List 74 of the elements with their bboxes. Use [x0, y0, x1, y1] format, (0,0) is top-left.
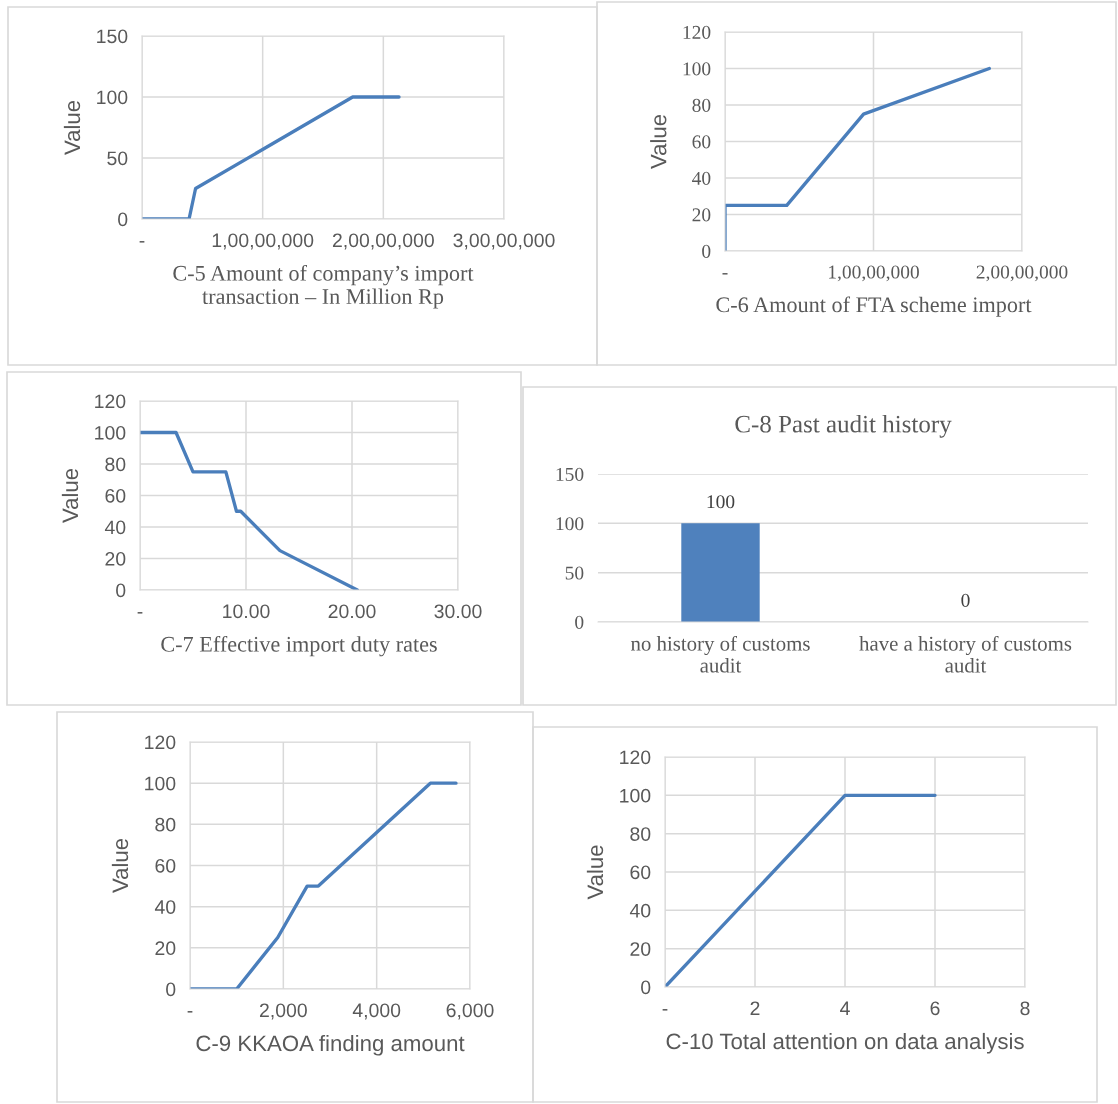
y-tick-label: 60 — [155, 858, 176, 873]
y-axis-title: Value — [61, 468, 79, 523]
y-tick-label: 40 — [104, 520, 126, 535]
x-axis-title: C-10 Total attention on data analysis — [666, 1032, 1024, 1054]
x-tick-label: have a history of customs audit — [859, 635, 1072, 673]
y-tick-label: 80 — [155, 817, 176, 832]
y-tick-label: 120 — [683, 25, 711, 39]
chart-title: C-8 Past audit history — [735, 414, 952, 438]
y-axis-title: Value — [111, 838, 129, 893]
x-tick-label: 6,000 — [446, 1003, 494, 1020]
data-label: 0 — [961, 593, 970, 607]
x-tick-label: 2,00,00,000 — [976, 265, 1068, 282]
x-tick-label: 3,00,00,000 — [453, 233, 555, 250]
x-axis-title: C-7 Effective import duty rates — [161, 635, 437, 657]
y-tick-label: 100 — [556, 517, 584, 531]
x-tick-label: - — [722, 273, 728, 275]
x-tick-label: 8 — [1020, 1001, 1030, 1016]
y-tick-label: 80 — [630, 827, 651, 841]
y-tick-label: 50 — [107, 151, 128, 166]
x-tick-label: 4 — [840, 1001, 850, 1015]
y-tick-label: 40 — [629, 903, 651, 918]
y-tick-label: 0 — [118, 212, 128, 227]
x-tick-label: 4,000 — [352, 1003, 401, 1020]
y-tick-label: 100 — [145, 776, 176, 791]
y-tick-label: 80 — [692, 98, 711, 112]
y-tick-label: 150 — [556, 467, 584, 481]
y-tick-label: 20 — [692, 208, 711, 222]
x-tick-label: 30.00 — [434, 604, 482, 619]
x-tick-label: 2,00,00,000 — [332, 233, 434, 250]
x-tick-label: - — [662, 1009, 668, 1011]
y-tick-label: 80 — [105, 457, 126, 472]
y-tick-label: 0 — [116, 583, 126, 598]
x-tick-label: 1,00,00,000 — [212, 233, 314, 250]
y-axis-title: Value — [63, 100, 81, 155]
y-tick-label: 0 — [641, 980, 651, 995]
x-tick-label: 1,00,00,000 — [829, 265, 919, 282]
y-tick-label: 20 — [630, 942, 651, 956]
y-tick-label: 120 — [145, 735, 176, 750]
x-tick-label: - — [139, 241, 145, 243]
y-tick-label: 120 — [95, 394, 126, 409]
y-tick-label: 50 — [565, 566, 584, 580]
y-tick-label: 150 — [97, 29, 128, 44]
data-label: 100 — [707, 495, 735, 509]
y-tick-label: 60 — [105, 488, 126, 503]
x-tick-label: 6 — [930, 1001, 940, 1016]
y-tick-label: 100 — [683, 62, 711, 76]
x-tick-label: 20.00 — [328, 604, 376, 619]
x-tick-label: 2,000 — [259, 1003, 307, 1020]
y-tick-label: 0 — [702, 244, 711, 258]
y-tick-label: 100 — [620, 788, 651, 803]
y-tick-label: 100 — [97, 90, 128, 105]
x-axis-title: C-6 Amount of FTA scheme import — [716, 296, 1032, 317]
x-tick-label: 2 — [750, 1001, 760, 1015]
line-series — [190, 781, 458, 989]
line-series — [140, 430, 359, 590]
x-tick-label: - — [187, 1011, 193, 1013]
x-tick-label: no history of customs audit — [630, 635, 810, 673]
x-tick-label: - — [137, 612, 143, 614]
y-tick-label: 60 — [692, 135, 711, 149]
x-axis-title: C-5 Amount of company’s import transaction – In Million Rp — [173, 264, 474, 309]
y-axis-title: Value — [650, 114, 667, 169]
y-tick-label: 120 — [620, 750, 651, 765]
y-tick-label: 0 — [575, 615, 584, 629]
y-tick-label: 20 — [105, 551, 126, 566]
y-tick-label: 40 — [154, 900, 176, 914]
x-tick-label: 10.00 — [223, 604, 270, 619]
y-axis-title: Value — [586, 845, 604, 900]
y-tick-label: 20 — [155, 941, 176, 956]
y-tick-label: 40 — [692, 171, 711, 185]
x-axis-title: C-9 KKAOA finding amount — [196, 1034, 465, 1056]
y-tick-label: 0 — [166, 982, 176, 997]
y-tick-label: 100 — [95, 425, 126, 440]
line-series — [725, 66, 991, 251]
y-tick-label: 60 — [630, 865, 651, 880]
